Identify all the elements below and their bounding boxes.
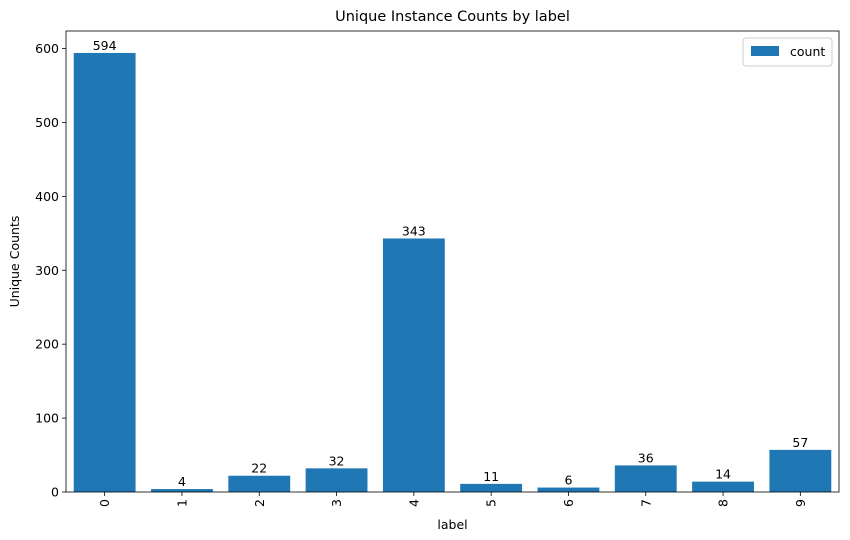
bar-7: [614, 465, 677, 492]
bar-1: [151, 489, 213, 492]
data-label-3: 32: [329, 453, 345, 468]
x-tick-label: 6: [561, 499, 576, 507]
bar-9: [769, 449, 832, 492]
y-tick-label: 600: [35, 41, 59, 56]
y-tick-label: 100: [35, 411, 59, 426]
data-label-1: 4: [178, 474, 186, 489]
bar-3: [305, 468, 368, 492]
x-tick-label: 0: [97, 499, 112, 507]
x-tick-label: 1: [174, 499, 189, 507]
x-tick-label: 3: [329, 499, 344, 507]
y-tick-label: 400: [35, 189, 59, 204]
y-tick-label: 200: [35, 337, 59, 352]
data-label-4: 343: [402, 223, 426, 238]
data-labels-group: 594 4 22 32 343 11 6 36 14 57: [93, 38, 809, 489]
legend-swatch: [751, 46, 779, 56]
x-axis-ticks: 0 1 2 3 4 5 6 7 8 9: [97, 492, 808, 507]
data-label-6: 6: [564, 473, 572, 488]
bar-5: [460, 483, 523, 492]
bar-2: [228, 475, 291, 492]
y-tick-label: 300: [35, 263, 59, 278]
data-label-8: 14: [715, 467, 731, 482]
data-label-2: 22: [251, 461, 267, 476]
data-label-0: 594: [93, 38, 117, 53]
x-axis-label: label: [437, 517, 467, 532]
x-tick-label: 7: [638, 499, 653, 507]
y-tick-label: 0: [51, 485, 59, 500]
data-label-7: 36: [638, 450, 654, 465]
x-tick-label: 4: [406, 499, 421, 507]
bars-group: [73, 52, 832, 492]
y-axis-ticks: 0 100 200 300 400 500 600: [35, 41, 66, 500]
y-tick-label: 500: [35, 115, 59, 130]
chart-title: Unique Instance Counts by label: [335, 9, 570, 25]
x-tick-label: 2: [252, 499, 267, 507]
data-label-5: 11: [483, 469, 499, 484]
y-axis-label: Unique Counts: [7, 216, 22, 308]
x-tick-label: 8: [716, 499, 731, 507]
bar-0: [73, 52, 136, 492]
bar-6: [537, 487, 600, 492]
data-label-9: 57: [792, 435, 808, 450]
x-tick-label: 5: [484, 499, 499, 507]
x-tick-label: 9: [793, 499, 808, 507]
plot-frame: [65, 30, 840, 493]
bar-8: [692, 481, 754, 492]
bar-4: [382, 238, 445, 492]
legend-label: count: [790, 44, 825, 59]
legend-box: [742, 37, 833, 67]
legend: count: [742, 37, 833, 67]
